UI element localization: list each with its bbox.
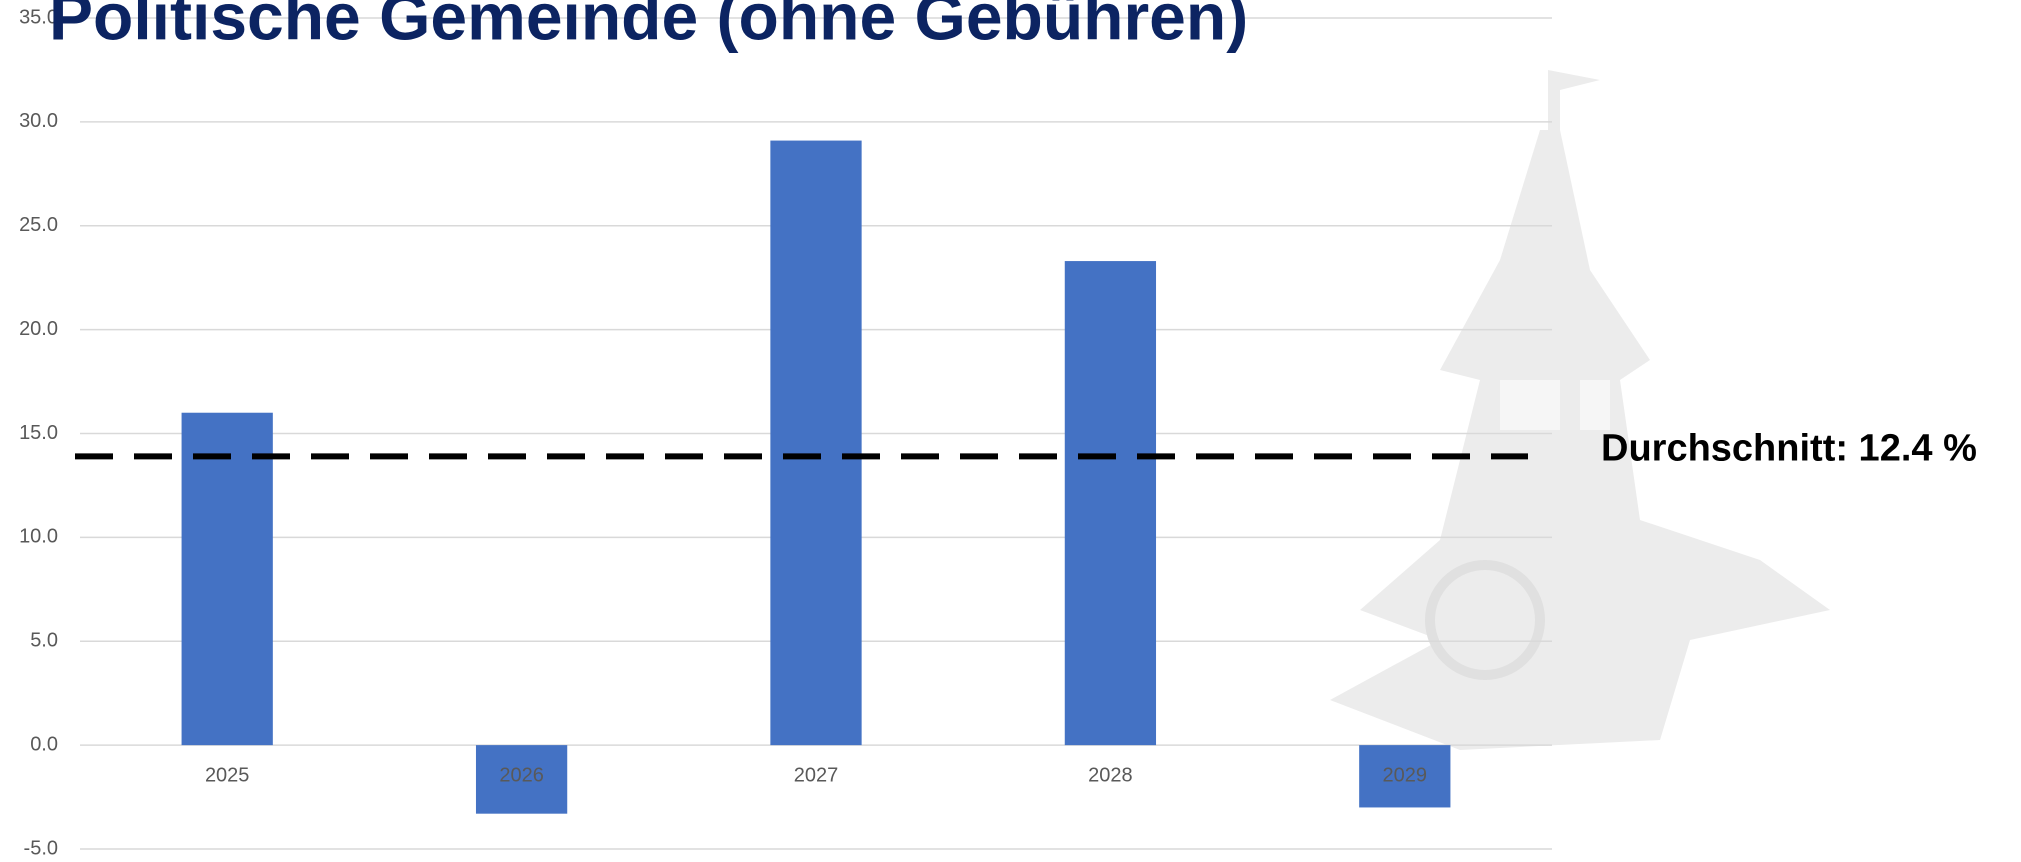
y-tick-label: 15.0: [19, 422, 58, 444]
x-tick-label: 2026: [499, 764, 544, 786]
x-tick-label: 2028: [1088, 764, 1133, 786]
bar: [1359, 745, 1451, 808]
chart-title: Politische Gemeinde (ohne Gebühren): [49, 0, 1248, 53]
y-tick-label: 10.0: [19, 526, 58, 548]
x-tick-label: 2029: [1383, 764, 1428, 786]
y-tick-label: 30.0: [19, 110, 58, 132]
y-tick-label: -5.0: [24, 837, 58, 859]
bar: [770, 140, 862, 746]
y-tick-label: 0.0: [30, 733, 58, 755]
bar: [1064, 261, 1157, 746]
bar: [475, 745, 568, 814]
x-tick-label: 2025: [205, 764, 250, 786]
y-tick-label: 20.0: [19, 318, 58, 340]
y-tick-label: 25.0: [19, 214, 58, 236]
y-tick-label: 5.0: [30, 630, 58, 652]
x-tick-label: 2027: [794, 764, 839, 786]
average-annotation: Durchschnitt: 12.4 %: [1601, 427, 1977, 469]
watermark: [1330, 70, 1830, 750]
bar: [181, 412, 273, 746]
y-tick-label: 35.0: [19, 6, 58, 28]
